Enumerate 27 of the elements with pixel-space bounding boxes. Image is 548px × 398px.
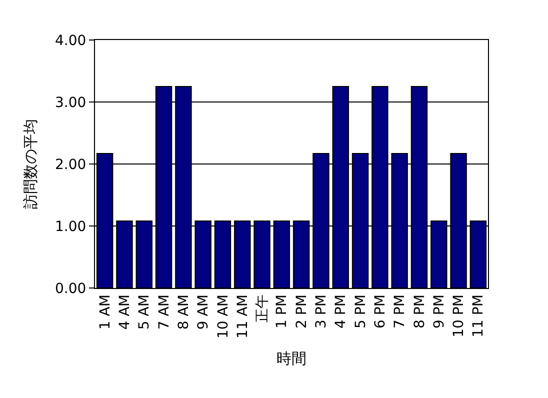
x-tick-label: 5 PM	[352, 294, 369, 328]
x-tick-label: 9 PM	[431, 294, 448, 328]
x-tick-label: 11 AM	[234, 294, 251, 339]
x-tick-label: 7 PM	[392, 294, 408, 328]
x-tick-label: 正午	[254, 294, 271, 323]
x-tick-label: 1 PM	[274, 294, 290, 328]
x-axis-title: 時間	[276, 350, 306, 368]
x-tick-label: 3 PM	[314, 294, 330, 328]
y-axis-title: 訪問数の平均	[21, 119, 40, 209]
x-tick-label: 4 AM	[117, 294, 134, 330]
y-tick-label: 0.00	[55, 280, 86, 297]
x-tick-label: 7 AM	[156, 294, 172, 330]
x-tick-label: 8 AM	[176, 294, 192, 330]
x-tick-label: 6 PM	[372, 294, 388, 328]
x-tick-label: 11 PM	[470, 294, 487, 338]
x-tick-label: 9 AM	[196, 294, 212, 330]
y-tick-label: 1.00	[55, 218, 86, 235]
x-tick-label: 10 AM	[215, 294, 232, 339]
y-tick-label: 3.00	[55, 94, 86, 111]
x-tick-label: 1 AM	[97, 294, 114, 330]
x-tick-label: 4 PM	[333, 294, 350, 328]
x-tick-label: 5 AM	[136, 294, 153, 330]
x-tick-label: 10 PM	[451, 294, 468, 338]
x-tick-label: 8 PM	[412, 294, 428, 328]
x-tick-label: 2 PM	[294, 294, 310, 328]
y-tick-label: 2.00	[55, 156, 86, 173]
y-tick-label: 4.00	[55, 32, 86, 49]
